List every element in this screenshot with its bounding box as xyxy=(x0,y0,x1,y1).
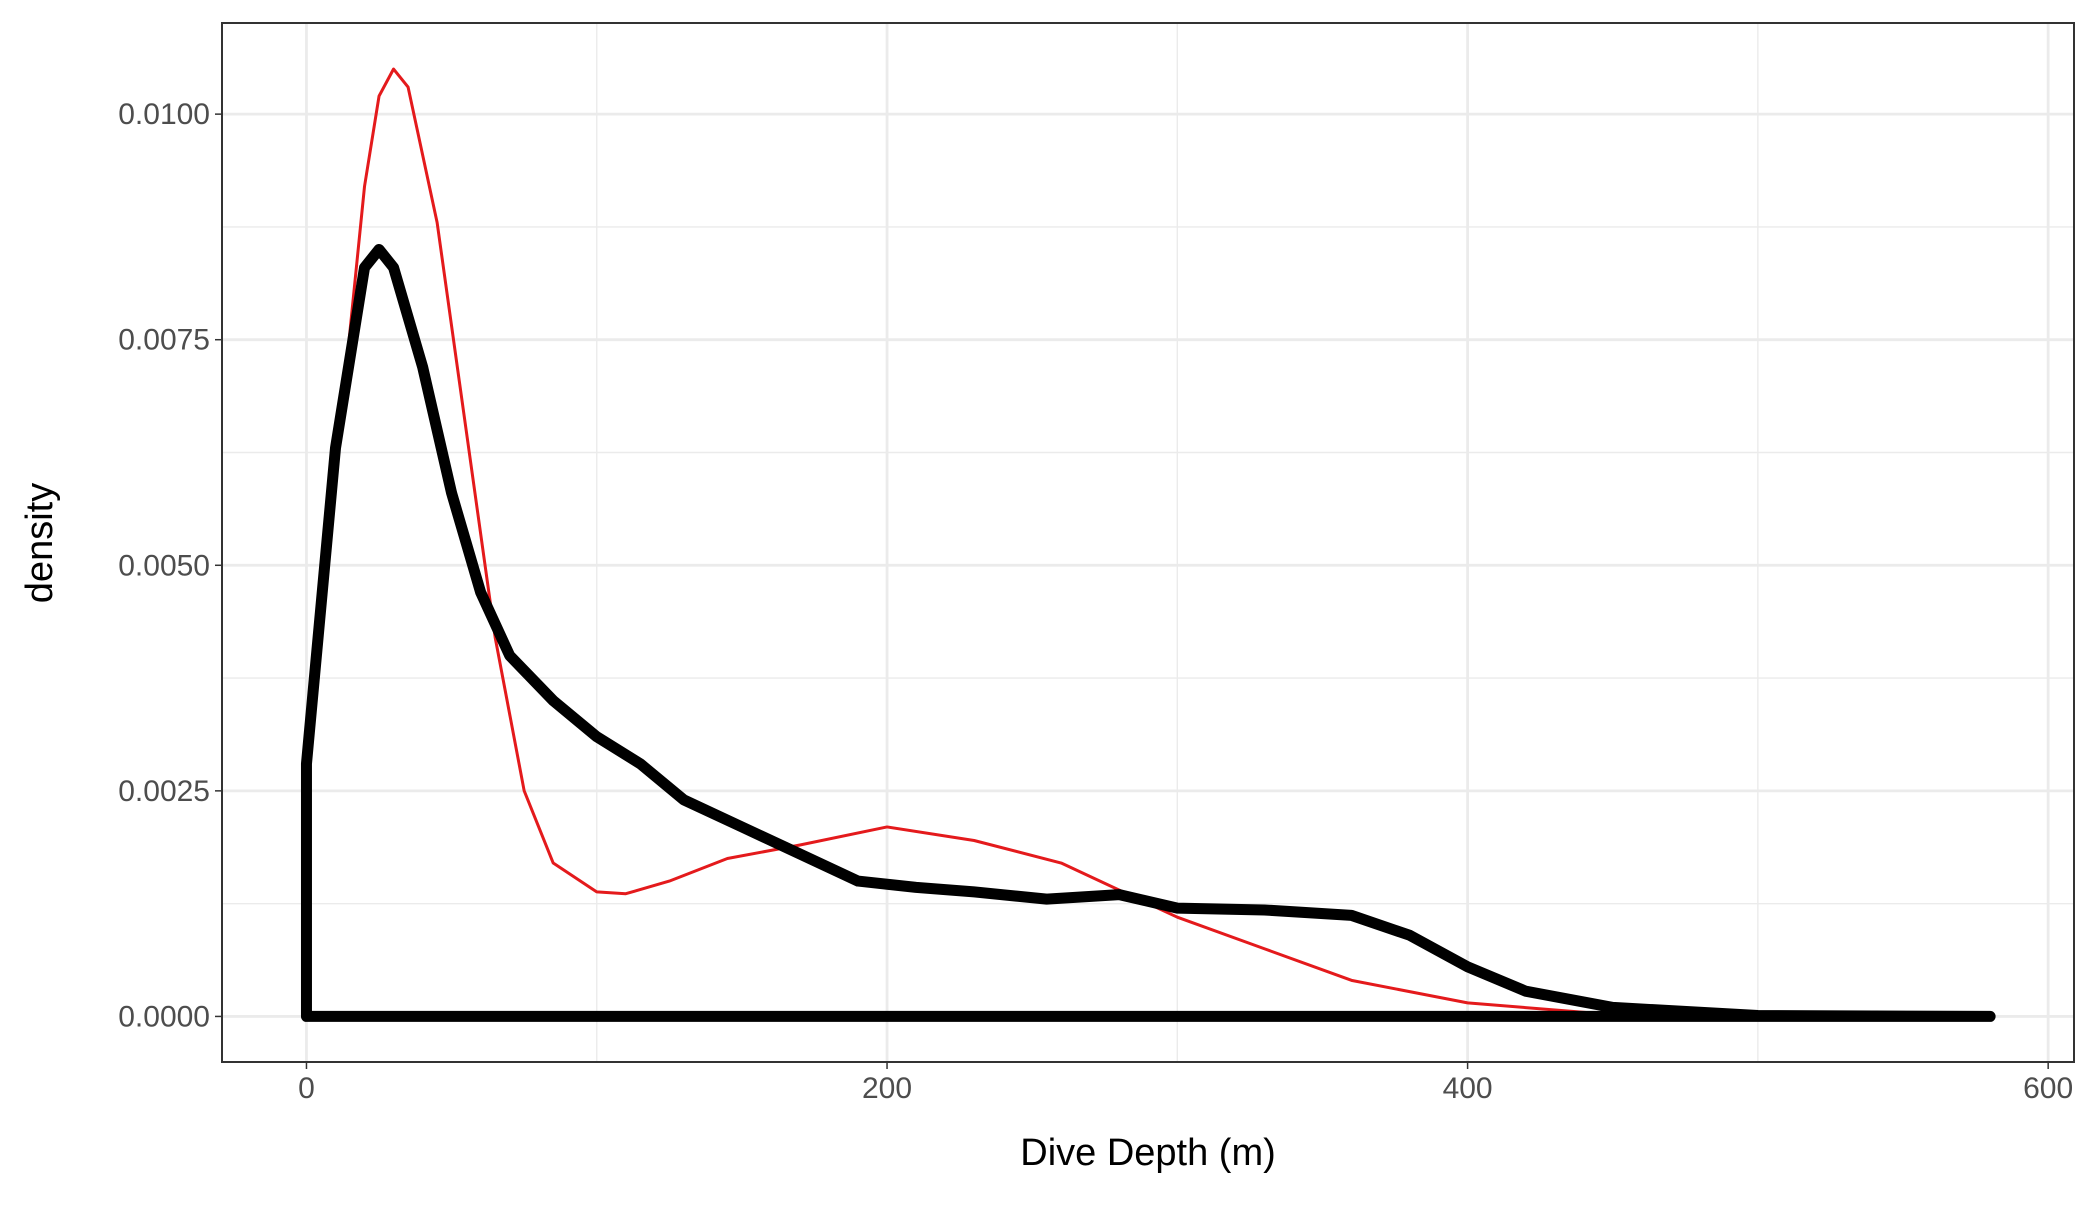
x-axis-title: Dive Depth (m) xyxy=(1020,1132,1276,1174)
y-tick-label: 0.0050 xyxy=(118,549,210,582)
x-tick-label: 200 xyxy=(862,1072,912,1105)
plot-panel xyxy=(222,23,2074,1062)
density-line xyxy=(300,243,1996,1022)
density-line xyxy=(304,67,1992,1018)
y-tick-label: 0.0100 xyxy=(118,98,210,131)
x-tick-label: 400 xyxy=(1443,1072,1493,1105)
y-tick-label: 0.0000 xyxy=(118,1000,210,1033)
x-tick-label: 0 xyxy=(298,1072,315,1105)
y-tick-label: 0.0025 xyxy=(118,775,210,808)
y-axis-title: density xyxy=(19,483,61,603)
x-tick-label: 600 xyxy=(2023,1072,2073,1105)
y-tick-label: 0.0075 xyxy=(118,324,210,357)
plot-border xyxy=(221,22,2075,1063)
